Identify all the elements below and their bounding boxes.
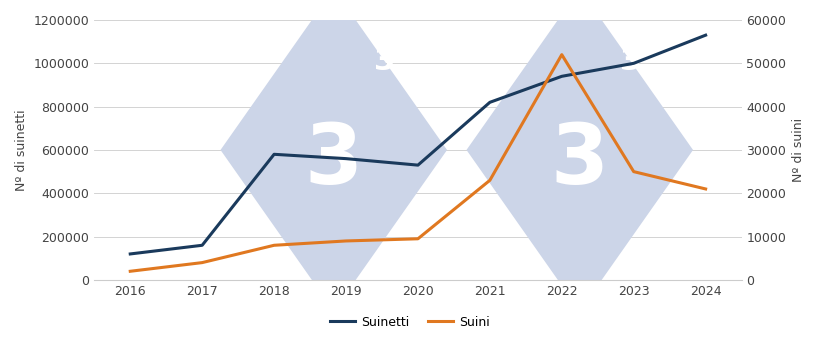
Y-axis label: Nº di suini: Nº di suini	[791, 118, 804, 182]
Polygon shape	[220, 0, 446, 311]
Y-axis label: Nº di suinetti: Nº di suinetti	[15, 109, 28, 191]
Polygon shape	[466, 0, 692, 311]
Text: 3: 3	[373, 47, 395, 76]
Text: 3: 3	[550, 120, 608, 201]
Text: 3: 3	[619, 47, 640, 76]
Legend: Suinetti, Suini: Suinetti, Suini	[324, 311, 495, 334]
Text: 3: 3	[305, 120, 362, 201]
